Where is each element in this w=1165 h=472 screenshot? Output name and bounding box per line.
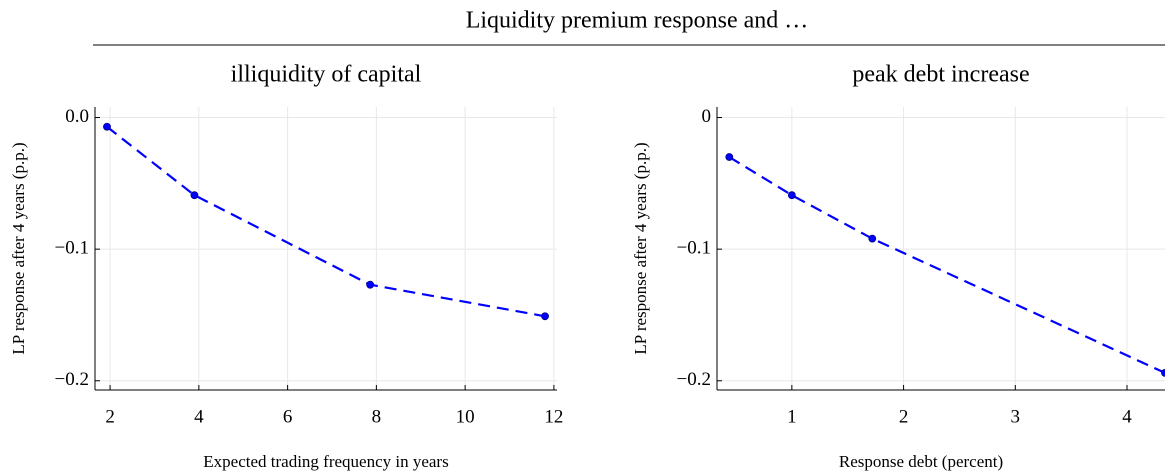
y-tick-label: 0.0 bbox=[65, 106, 89, 127]
x-tick-label: 12 bbox=[544, 406, 563, 427]
data-point bbox=[103, 122, 111, 131]
panel-title: illiquidity of capital bbox=[231, 62, 422, 88]
y-tick-label: −0.2 bbox=[677, 369, 711, 390]
data-line bbox=[106, 125, 546, 318]
data-line bbox=[728, 156, 1165, 374]
data-point bbox=[541, 312, 549, 321]
x-tick-label: 10 bbox=[456, 406, 475, 427]
figure-title: Liquidity premium response and … bbox=[466, 8, 809, 34]
x-tick-label: 4 bbox=[1122, 406, 1132, 427]
data-point bbox=[1161, 368, 1165, 377]
x-tick-label: 3 bbox=[1011, 406, 1021, 427]
y-tick-label: −0.1 bbox=[677, 238, 711, 259]
data-point bbox=[787, 191, 796, 200]
x-tick-label: 4 bbox=[194, 406, 204, 427]
x-axis-label: Expected trading frequency in years bbox=[203, 452, 448, 471]
y-axis-label: LP response after 4 years (p.p.) bbox=[9, 142, 28, 354]
x-tick-label: 2 bbox=[105, 406, 115, 427]
data-point bbox=[190, 191, 199, 200]
x-tick-label: 1 bbox=[787, 406, 797, 427]
y-axis-label: LP response after 4 years (p.p.) bbox=[631, 142, 650, 354]
y-tick-label: −0.1 bbox=[55, 238, 89, 259]
x-axis-label: Response debt (percent) bbox=[839, 452, 1003, 471]
data-point bbox=[366, 280, 375, 289]
panel-title: peak debt increase bbox=[852, 62, 1029, 88]
data-point bbox=[725, 153, 734, 161]
data-point bbox=[868, 234, 877, 243]
y-tick-label: 0 bbox=[702, 106, 712, 127]
x-tick-label: 6 bbox=[283, 406, 293, 427]
y-tick-label: −0.2 bbox=[55, 369, 89, 390]
x-tick-label: 8 bbox=[372, 406, 382, 427]
x-tick-label: 2 bbox=[899, 406, 909, 427]
